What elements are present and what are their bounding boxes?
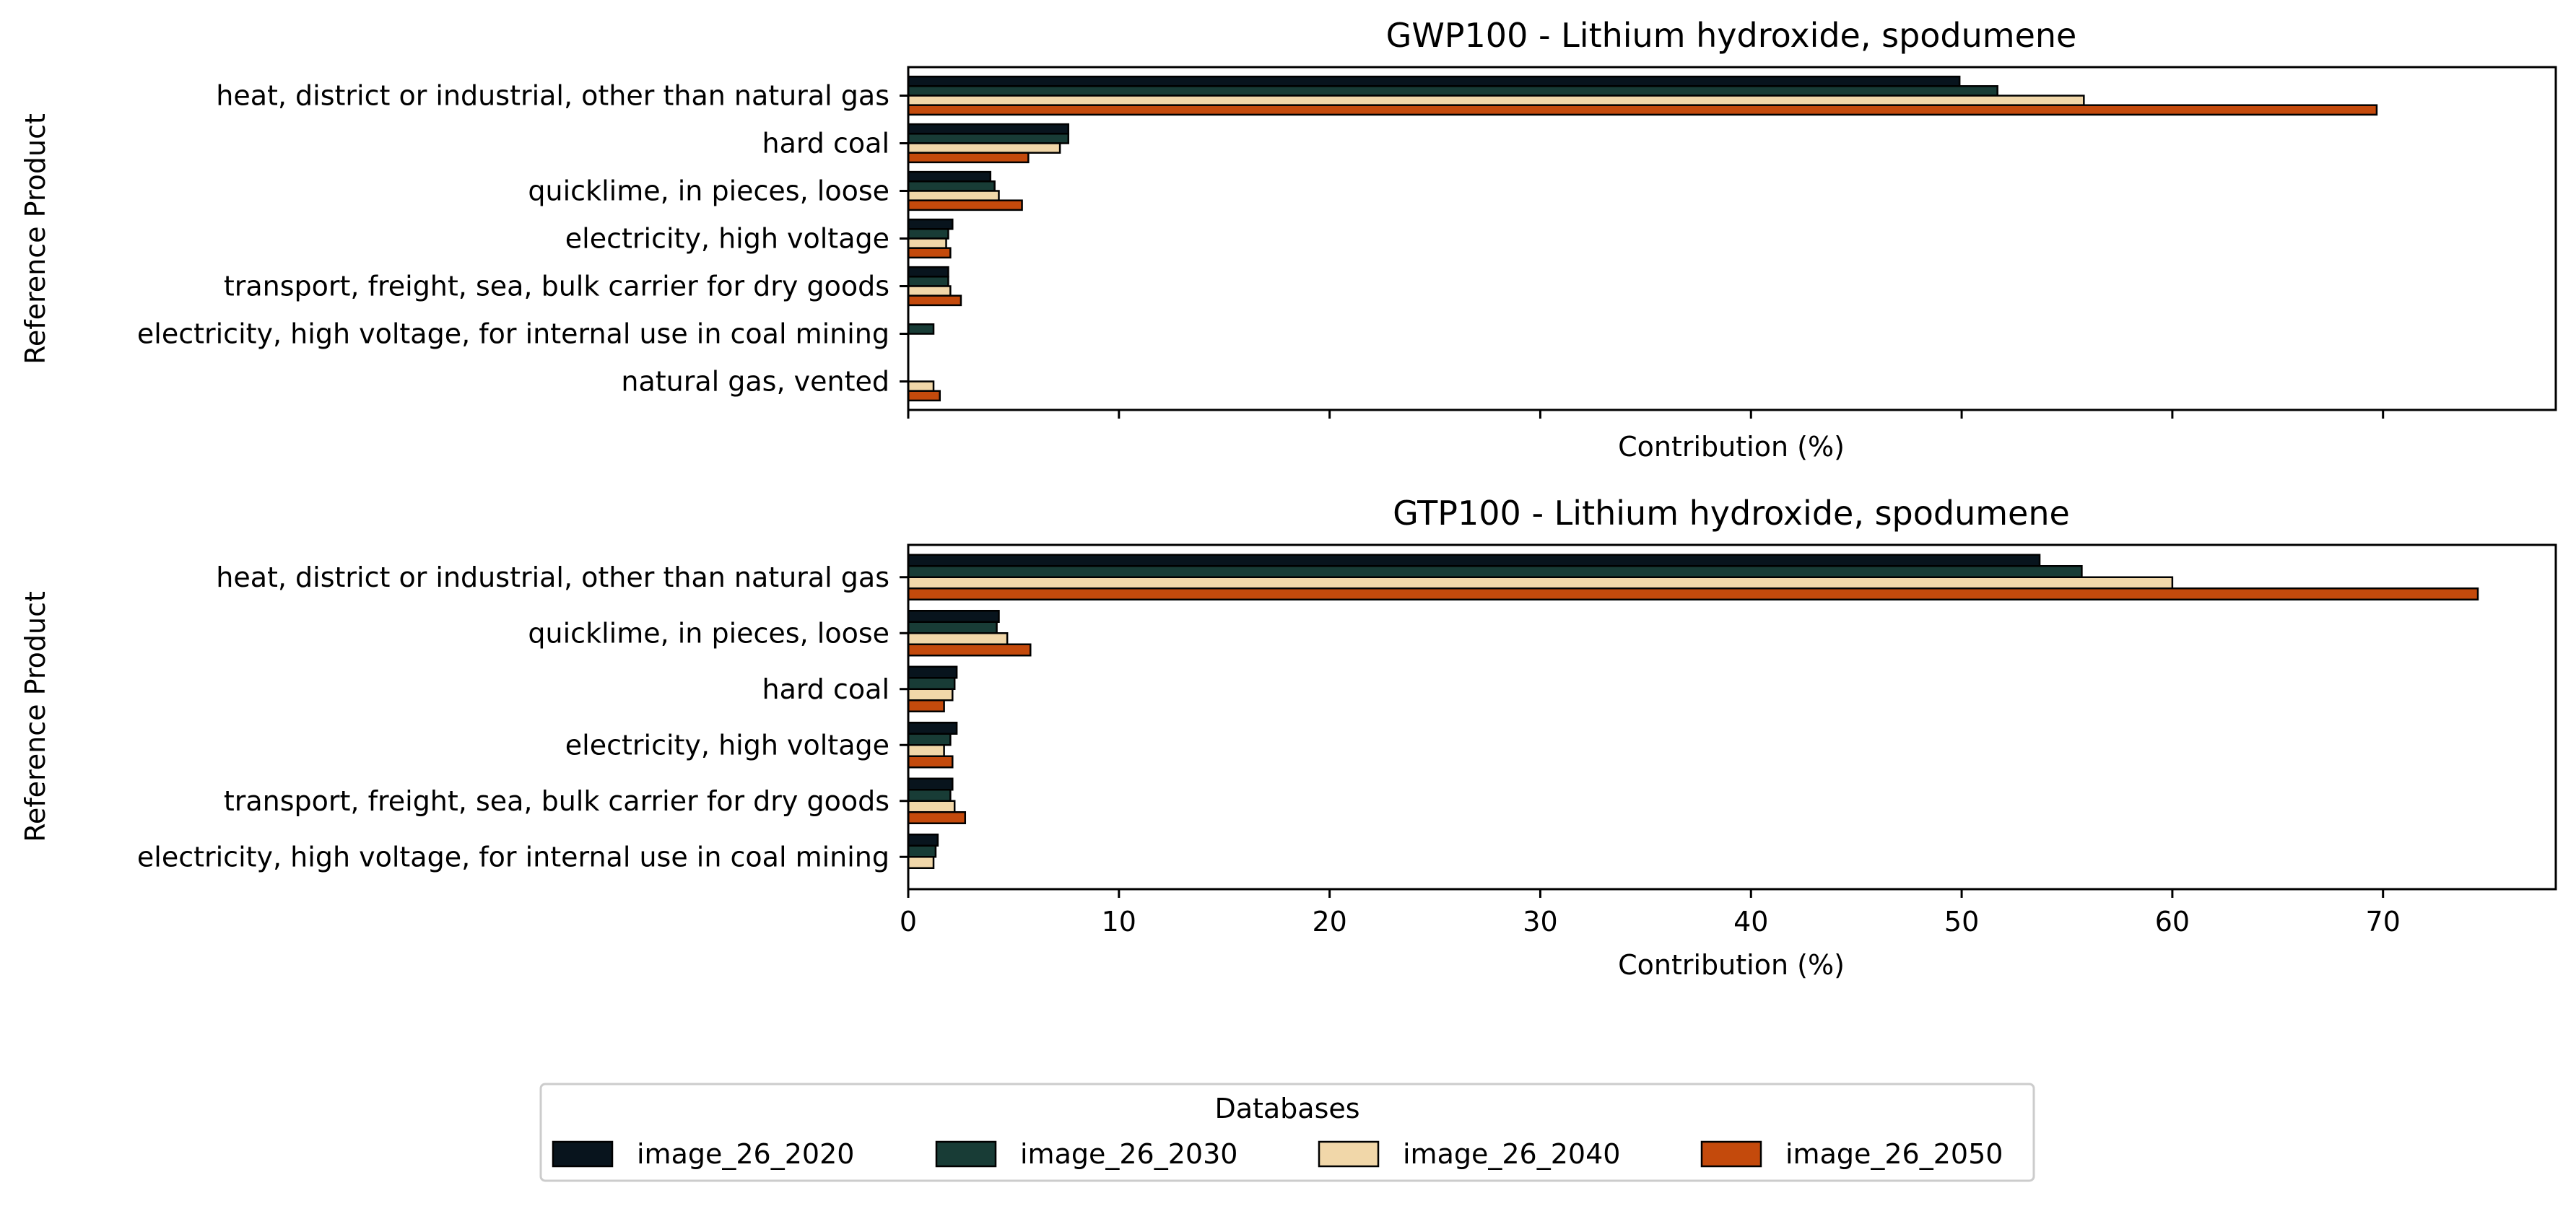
x-tick-label: 60 [2155,906,2190,938]
legend-label: image_26_2040 [1403,1138,1620,1170]
bar-image_26_2040 [907,190,1000,201]
x-axis-label: Contribution (%) [1618,949,1845,981]
bar-image_26_2040 [907,576,2174,590]
plot-frame [907,543,2557,891]
bar-image_26_2030 [907,844,937,858]
bar-image_26_2040 [907,237,947,249]
legend-items: image_26_2020 image_26_2030 image_26_2040 i… [552,1138,2003,1170]
x-tick-label: 20 [1312,906,1346,938]
bar-image_26_2020 [907,218,954,230]
x-axis-label: Contribution (%) [1618,431,1845,463]
bar-image_26_2050 [907,699,945,712]
chart-title: GTP100 - Lithium hydroxide, spodumene [1393,494,2070,533]
y-tick-label: electricity, high voltage, for internal … [137,318,889,350]
bar-image_26_2020 [907,665,958,679]
bar-image_26_2030 [907,85,1998,97]
y-tick-label: electricity, high voltage [565,729,889,761]
bar-image_26_2050 [907,294,962,307]
x-tick-label: 30 [1523,906,1557,938]
legend-swatch [1318,1140,1380,1168]
bar-image_26_2050 [907,104,2378,116]
bar-image_26_2050 [907,755,954,769]
bar-image_26_2050 [907,247,952,259]
bar-image_26_2020 [907,610,1000,623]
x-tick-label: 10 [1102,906,1136,938]
y-tick-label: quicklime, in pieces, loose [528,617,889,649]
bar-image_26_2040 [907,688,954,702]
y-tick-label: electricity, high voltage [565,223,889,255]
bar-image_26_2020 [907,170,992,183]
x-tick-label: 70 [2366,906,2401,938]
bar-image_26_2040 [907,95,2085,106]
bar-image_26_2030 [907,133,1070,144]
bar-image_26_2040 [907,632,1009,645]
bar-image_26_2050 [907,199,1023,211]
bar-image_26_2030 [907,565,2083,578]
y-axis-label: Reference Product [19,591,51,842]
bar-image_26_2020 [907,266,949,278]
bar-image_26_2030 [907,276,949,287]
bar-image_26_2050 [907,390,941,402]
legend: Databases image_26_2020 image_26_2030 imag… [539,1083,2035,1182]
y-ticks-group: heat, district or industrial, other than… [137,562,908,873]
x-ticks-group: 0 10 20 30 40 50 60 70 [900,889,2401,938]
bar-image_26_2040 [907,856,935,869]
gtp100-chart: GTP100 - Lithium hydroxide, spodumene Re… [19,494,2557,981]
legend-swatch [935,1140,997,1168]
bars-group [907,554,2479,869]
legend-label: image_26_2020 [637,1138,854,1170]
bar-image_26_2050 [907,587,2479,600]
y-axis-label: Reference Product [19,113,51,364]
x-tick-label: 40 [1733,906,1768,938]
y-tick-label: quicklime, in pieces, loose [528,175,889,207]
gwp100-chart: GWP100 - Lithium hydroxide, spodumene Re… [19,16,2557,463]
y-tick-label: hard coal [762,673,889,705]
legend-label: image_26_2030 [1020,1138,1237,1170]
y-tick-label: natural gas, vented [621,366,889,398]
bar-image_26_2030 [907,733,952,746]
y-tick-label: electricity, high voltage, for internal … [137,841,889,873]
bar-image_26_2040 [907,142,1061,154]
bar-image_26_2020 [907,834,939,847]
bar-image_26_2050 [907,152,1030,164]
bar-image_26_2040 [907,380,935,392]
chart-title: GWP100 - Lithium hydroxide, spodumene [1386,16,2077,55]
bar-image_26_2030 [907,323,935,335]
legend-swatch [1700,1140,1762,1168]
y-tick-label: transport, freight, sea, bulk carrier fo… [224,271,889,302]
bar-image_26_2030 [907,789,952,802]
bar-image_26_2040 [907,744,945,757]
bar-image_26_2030 [907,228,949,240]
plot-frame [907,66,2557,411]
bar-image_26_2030 [907,677,956,690]
bar-image_26_2040 [907,285,952,297]
bar-image_26_2030 [907,180,996,192]
x-ticks-group [907,410,2385,419]
y-tick-label: transport, freight, sea, bulk carrier fo… [224,785,889,817]
bar-image_26_2050 [907,643,1032,657]
legend-title: Databases [1214,1093,1359,1124]
bar-image_26_2030 [907,621,998,634]
x-tick-label: 50 [1944,906,1979,938]
legend-box [539,1083,2035,1182]
y-tick-label: hard coal [762,128,889,160]
bar-image_26_2020 [907,75,1961,87]
y-tick-label: heat, district or industrial, other than… [216,80,889,112]
bars-group [907,75,2378,402]
bar-image_26_2020 [907,554,2041,567]
y-tick-label: heat, district or industrial, other than… [216,562,889,593]
x-tick-label: 0 [900,906,917,938]
bar-image_26_2020 [907,777,954,791]
bar-image_26_2050 [907,811,967,824]
bar-image_26_2020 [907,123,1070,135]
legend-swatch [552,1140,614,1168]
bar-image_26_2040 [907,800,956,813]
bar-image_26_2020 [907,722,958,735]
legend-label: image_26_2050 [1785,1138,2003,1170]
y-ticks-group: heat, district or industrial, other than… [137,80,908,398]
